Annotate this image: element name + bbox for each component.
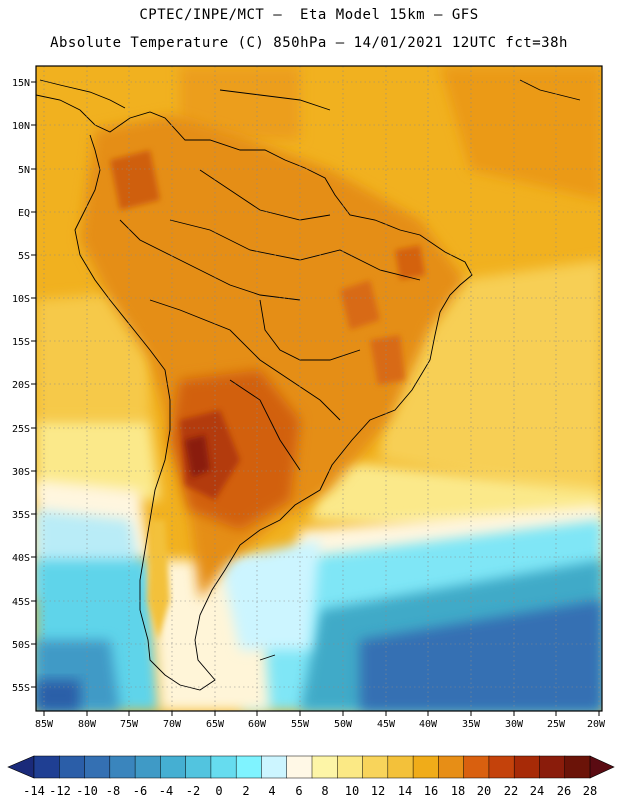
lon-label: 65W (206, 719, 225, 730)
colorbar-cell (311, 755, 338, 779)
lon-label: 60W (248, 719, 267, 730)
colorbar-label: 26 (557, 784, 571, 798)
lon-label: 50W (334, 719, 353, 730)
colorbar-label: -10 (76, 784, 98, 798)
lon-label: 80W (78, 719, 97, 730)
lat-label: 40S (12, 553, 30, 564)
lon-label: 40W (419, 719, 438, 730)
plot-frame (35, 65, 603, 712)
lon-label: 35W (462, 719, 481, 730)
colorbar-cell (362, 755, 389, 779)
colorbar-cells (33, 755, 591, 779)
colorbar-cell (438, 755, 465, 779)
colorbar-label: 6 (295, 784, 302, 798)
colorbar-label: -14 (23, 784, 45, 798)
lon-label: 20W (587, 719, 606, 730)
colorbar-label: -12 (49, 784, 71, 798)
colorbar-label: 14 (398, 784, 412, 798)
lon-label: 70W (163, 719, 182, 730)
lon-label: 85W (35, 719, 54, 730)
colorbar-cell (412, 755, 439, 779)
colorbar-label: 16 (424, 784, 438, 798)
colorbar-cell (59, 755, 86, 779)
colorbar-cell (235, 755, 262, 779)
title-line-1: CPTEC/INPE/MCT – Eta Model 15km – GFS (139, 7, 479, 23)
colorbar-label: 2 (242, 784, 249, 798)
lat-label: 45S (12, 597, 30, 608)
colorbar-labels: -14 -12 -10 -8 -6 -4 -2 0 2 4 6 8 10 12 … (23, 784, 597, 798)
colorbar-cell (286, 755, 313, 779)
lon-label: 25W (547, 719, 566, 730)
lat-label: 15N (12, 78, 30, 89)
colorbar-label: -2 (186, 784, 200, 798)
colorbar-label: -8 (106, 784, 120, 798)
lat-label: 20S (12, 380, 30, 391)
colorbar-left-arrow (7, 755, 35, 779)
lat-label: 35S (12, 510, 30, 521)
colorbar-cell (539, 755, 566, 779)
colorbar-cell (210, 755, 237, 779)
colorbar-cell (33, 755, 60, 779)
colorbar-label: 10 (345, 784, 359, 798)
colorbar-cell (109, 755, 136, 779)
lon-label: 55W (291, 719, 310, 730)
colorbar-cell (564, 755, 591, 779)
colorbar-label: 8 (321, 784, 328, 798)
colorbar-label: 20 (477, 784, 491, 798)
colorbar-label: 12 (371, 784, 385, 798)
title-line-2: Absolute Temperature (C) 850hPa – 14/01/… (50, 35, 568, 51)
colorbar-cell (488, 755, 515, 779)
lon-label: 45W (377, 719, 396, 730)
lon-label: 75W (120, 719, 139, 730)
colorbar-label: 22 (504, 784, 518, 798)
lat-label: 30S (12, 467, 30, 478)
colorbar-label: 4 (268, 784, 275, 798)
lat-label: 15S (12, 337, 30, 348)
colorbar-label: -6 (133, 784, 147, 798)
colorbar-cell (463, 755, 490, 779)
colorbar: -14 -12 -10 -8 -6 -4 -2 0 2 4 6 8 10 12 … (7, 755, 615, 798)
colorbar-label: 24 (530, 784, 544, 798)
lat-label: 10S (12, 294, 30, 305)
lon-label: 30W (505, 719, 524, 730)
latitude-labels: 15N 10N 5N EQ 5S 10S 15S 20S 25S 30S 35S… (12, 78, 30, 694)
colorbar-cell (261, 755, 288, 779)
colorbar-label: 18 (451, 784, 465, 798)
lat-label: 5N (18, 165, 30, 176)
colorbar-label: 0 (215, 784, 222, 798)
lat-label: 5S (18, 251, 30, 262)
colorbar-cell (185, 755, 212, 779)
colorbar-label: 28 (583, 784, 597, 798)
longitude-labels: 85W 80W 75W 70W 65W 60W 55W 50W 45W 40W … (35, 719, 606, 730)
colorbar-cell (387, 755, 414, 779)
lat-label: 55S (12, 683, 30, 694)
lat-label: 25S (12, 424, 30, 435)
lat-label: 50S (12, 640, 30, 651)
lat-label: EQ (18, 208, 30, 219)
axis-ticks (31, 81, 600, 716)
colorbar-cell (134, 755, 161, 779)
colorbar-label: -4 (159, 784, 173, 798)
colorbar-cell (513, 755, 540, 779)
colorbar-cell (84, 755, 111, 779)
lat-label: 10N (12, 121, 30, 132)
colorbar-cell (337, 755, 364, 779)
temperature-field (36, 66, 602, 711)
colorbar-cell (160, 755, 187, 779)
colorbar-right-arrow (589, 755, 615, 779)
